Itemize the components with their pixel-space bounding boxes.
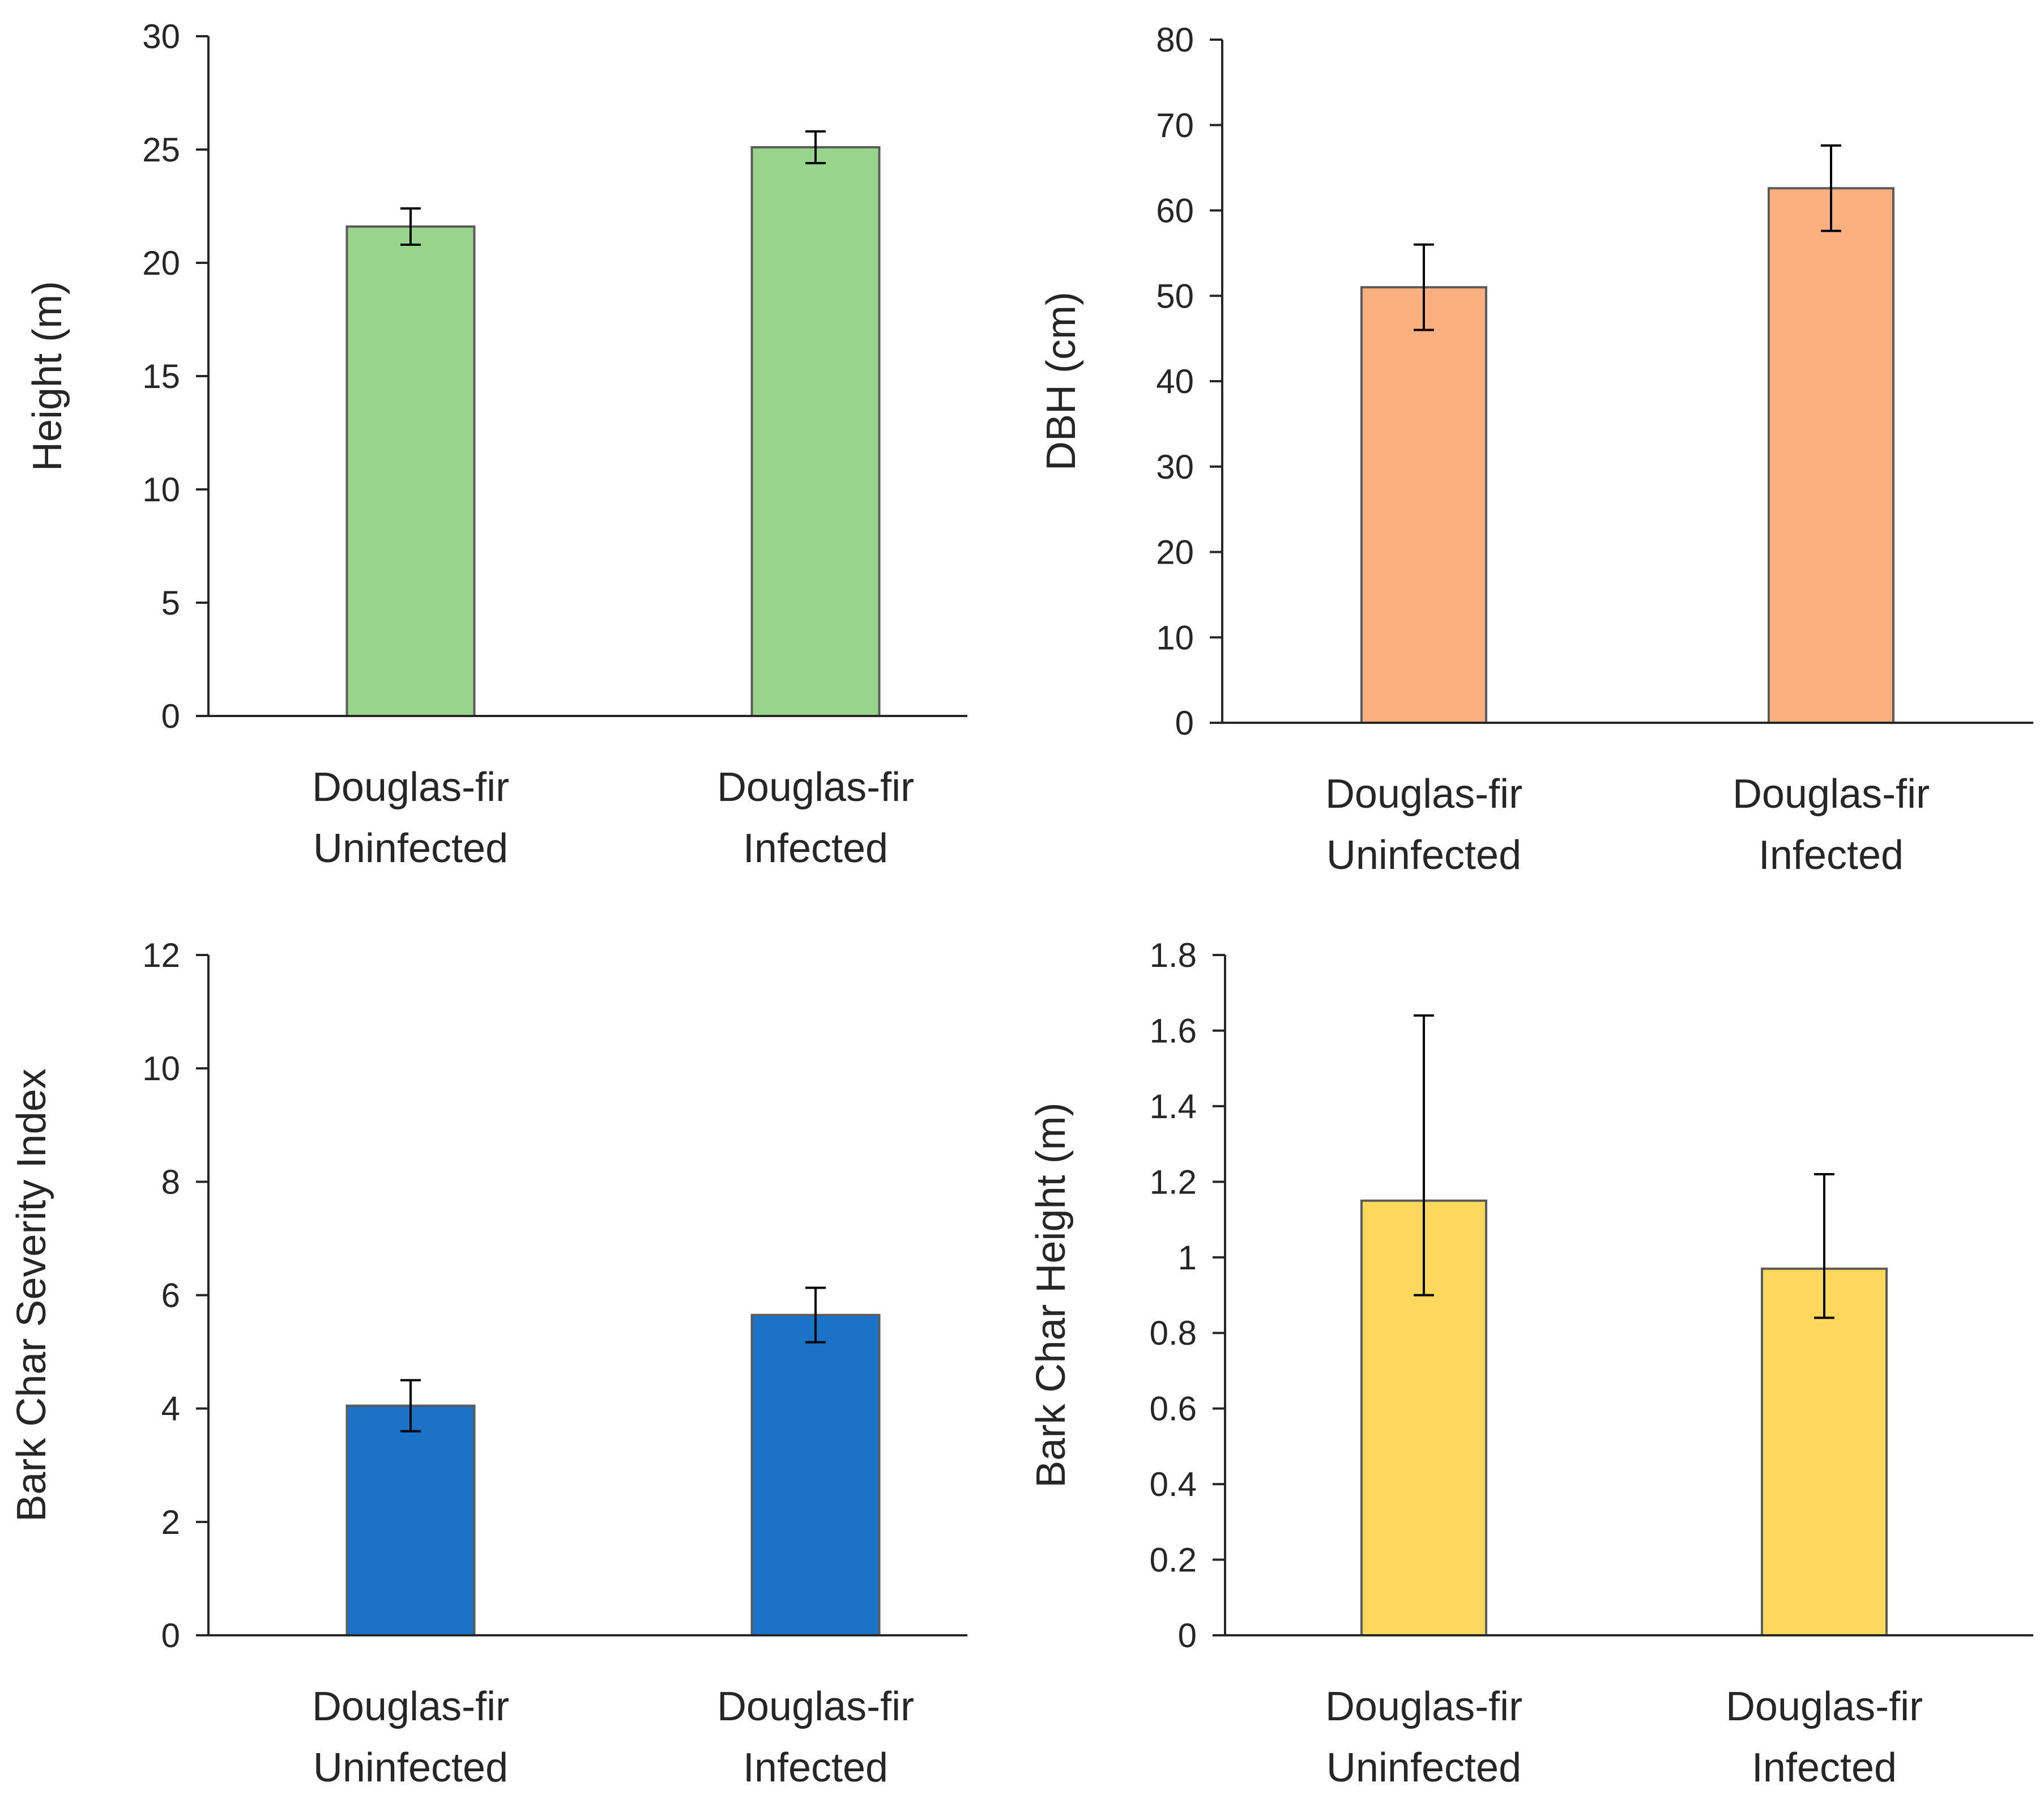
x-category-label: Infected	[1759, 833, 1904, 878]
y-tick-label: 10	[1156, 619, 1194, 656]
y-axis-title: Bark Char Severity Index	[9, 1068, 54, 1521]
error-bar	[1414, 243, 1434, 331]
y-tick-label: 1.4	[1150, 1088, 1197, 1126]
y-tick-label: 15	[142, 357, 180, 395]
error-bar	[400, 1379, 421, 1433]
y-tick-label: 1.2	[1150, 1163, 1197, 1201]
y-tick-label: 0.2	[1150, 1541, 1197, 1579]
bar	[1360, 286, 1487, 724]
bar	[345, 225, 476, 717]
error-bar	[400, 207, 421, 246]
y-tick-label: 12	[142, 936, 180, 974]
y-tick-label: 0.6	[1150, 1390, 1197, 1428]
x-category-label: Uninfected	[1326, 1745, 1521, 1791]
y-tick-label: 10	[142, 471, 180, 509]
bar	[1761, 1267, 1888, 1636]
y-tick-label: 0	[1175, 704, 1194, 742]
x-category-label: Douglas-fir	[717, 1684, 914, 1729]
x-category-label: Douglas-fir	[312, 765, 509, 810]
y-tick-label: 1	[1178, 1239, 1197, 1277]
y-tick-label: 8	[161, 1163, 180, 1201]
y-tick-label: 5	[161, 584, 180, 622]
y-axis-title: Height (m)	[25, 281, 70, 471]
x-category-label: Douglas-fir	[312, 1684, 509, 1729]
y-tick-label: 30	[142, 18, 180, 56]
chart-severity: 0 2 4 6 8 10 12 Douglas-fir Uninfected Douglas-fi…	[9, 936, 967, 1791]
y-tick-label: 1.6	[1150, 1012, 1197, 1050]
chart-char-height: 0 0.2 0.4 0.6 0.8 1 1.2 1.4 1.6 1.8 Douglas-fir Uni…	[1029, 936, 2033, 1791]
y-tick-label: 50	[1156, 277, 1194, 315]
x-category-label: Douglas-fir	[717, 765, 914, 810]
x-category-label: Infected	[743, 1745, 888, 1791]
bar	[345, 1404, 476, 1637]
x-category-label: Uninfected	[1326, 833, 1521, 878]
y-tick-label: 0.8	[1150, 1314, 1197, 1352]
y-tick-label: 2	[161, 1503, 180, 1541]
x-category-label: Infected	[1752, 1745, 1897, 1791]
y-tick-label: 20	[142, 244, 180, 282]
x-category-label: Douglas-fir	[1733, 771, 1930, 817]
y-tick-label: 60	[1156, 192, 1194, 230]
x-category-label: Douglas-fir	[1726, 1684, 1923, 1729]
bar	[1768, 187, 1894, 724]
y-tick-label: 70	[1156, 106, 1194, 144]
y-tick-label: 20	[1156, 534, 1194, 572]
y-tick-label: 0	[161, 697, 180, 735]
x-category-label: Douglas-fir	[1325, 1684, 1522, 1729]
error-bar	[805, 1286, 826, 1344]
chart-height: 0 5 10 15 20 25 30 Douglas-fir Uninfected Douglas…	[25, 18, 967, 871]
error-bar	[1814, 1173, 1834, 1319]
y-tick-label: 0	[1178, 1617, 1197, 1655]
y-tick-label: 25	[142, 131, 180, 169]
y-tick-label: 30	[1156, 448, 1194, 486]
x-category-label: Douglas-fir	[1325, 771, 1522, 817]
error-bar	[805, 130, 826, 164]
bar	[750, 146, 881, 717]
y-tick-label: 4	[161, 1390, 180, 1428]
y-axis-title: DBH (cm)	[1039, 292, 1084, 471]
x-category-label: Infected	[743, 826, 888, 871]
chart-dbh: 0 10 20 30 40 50 60 70 80 Douglas-fir Uninfected Do…	[1039, 21, 2033, 878]
y-tick-label: 6	[161, 1277, 180, 1315]
y-tick-label: 0.4	[1150, 1465, 1197, 1503]
y-tick-label: 40	[1156, 363, 1194, 400]
y-axis-title: Bark Char Height (m)	[1029, 1102, 1074, 1487]
y-tick-label: 0	[161, 1617, 180, 1655]
x-category-label: Uninfected	[313, 1745, 508, 1791]
x-category-label: Uninfected	[313, 826, 508, 871]
y-tick-label: 10	[142, 1050, 180, 1088]
y-tick-label: 80	[1156, 21, 1194, 59]
error-bar	[1821, 144, 1841, 232]
bar	[750, 1314, 881, 1636]
y-tick-label: 1.8	[1150, 936, 1197, 974]
error-bar	[1414, 1014, 1434, 1297]
